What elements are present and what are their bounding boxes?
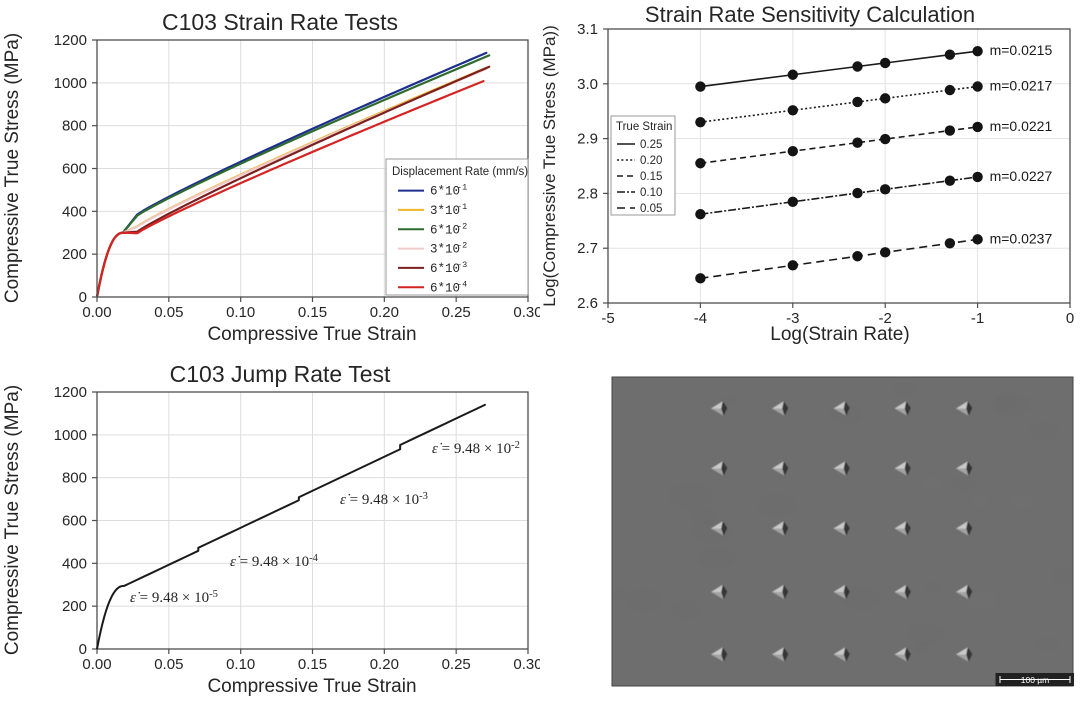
svg-text:0.20: 0.20 xyxy=(370,304,399,321)
svg-text:0: 0 xyxy=(1066,310,1074,327)
svg-text:-4: -4 xyxy=(457,279,467,289)
svg-text:ɛ̇ = 9.48 × 10-5: ɛ̇ = 9.48 × 10-5 xyxy=(130,589,218,606)
svg-text:0.15: 0.15 xyxy=(640,171,662,183)
svg-text:-1: -1 xyxy=(457,202,467,212)
svg-text:3.1: 3.1 xyxy=(577,21,598,38)
svg-text:0.30: 0.30 xyxy=(513,304,540,321)
svg-text:Compressive True Strain: Compressive True Strain xyxy=(207,324,416,345)
svg-text:6*10: 6*10 xyxy=(430,262,460,276)
svg-text:0.25: 0.25 xyxy=(442,656,471,673)
svg-text:0.05: 0.05 xyxy=(640,203,662,215)
svg-text:1200: 1200 xyxy=(54,32,87,49)
svg-text:Log(Strain Rate): Log(Strain Rate) xyxy=(770,324,909,345)
svg-text:Log(Compressive True Stress (M: Log(Compressive True Stress (MPa)) xyxy=(540,25,559,307)
svg-text:m=0.0215: m=0.0215 xyxy=(990,42,1053,58)
svg-text:C103 Jump Rate Test: C103 Jump Rate Test xyxy=(170,361,391,387)
svg-text:-2: -2 xyxy=(457,241,467,251)
svg-text:m=0.0217: m=0.0217 xyxy=(990,77,1053,93)
svg-text:400: 400 xyxy=(62,555,87,572)
svg-text:2.6: 2.6 xyxy=(577,295,598,312)
svg-text:0.15: 0.15 xyxy=(298,304,327,321)
svg-text:Compressive True Stress (MPa): Compressive True Stress (MPa) xyxy=(2,33,23,303)
svg-text:1000: 1000 xyxy=(54,427,87,444)
svg-text:-4: -4 xyxy=(694,310,707,327)
svg-text:m=0.0227: m=0.0227 xyxy=(990,168,1053,184)
svg-text:0.15: 0.15 xyxy=(298,656,327,673)
svg-text:2.7: 2.7 xyxy=(577,240,598,257)
svg-text:-5: -5 xyxy=(601,310,614,327)
svg-text:0.25: 0.25 xyxy=(442,304,471,321)
svg-text:6*10: 6*10 xyxy=(430,223,460,237)
svg-text:0.00: 0.00 xyxy=(82,304,111,321)
svg-text:0: 0 xyxy=(79,641,87,658)
svg-text:600: 600 xyxy=(62,513,87,530)
svg-text:0.20: 0.20 xyxy=(640,155,662,167)
svg-text:600: 600 xyxy=(62,161,87,178)
svg-text:0.10: 0.10 xyxy=(226,304,255,321)
svg-text:400: 400 xyxy=(62,203,87,220)
svg-text:ɛ̇ = 9.48 × 10-3: ɛ̇ = 9.48 × 10-3 xyxy=(340,491,428,508)
svg-text:Compressive True Stress (MPa): Compressive True Stress (MPa) xyxy=(2,385,23,655)
svg-text:0.30: 0.30 xyxy=(513,656,540,673)
svg-text:m=0.0237: m=0.0237 xyxy=(990,230,1053,246)
svg-text:6*10: 6*10 xyxy=(430,185,460,199)
svg-text:-2: -2 xyxy=(457,221,467,231)
svg-text:Displacement Rate (mm/s): Displacement Rate (mm/s) xyxy=(392,166,528,178)
svg-text:800: 800 xyxy=(62,118,87,135)
svg-text:Compressive True Strain: Compressive True Strain xyxy=(207,676,416,697)
svg-text:1000: 1000 xyxy=(54,75,87,92)
svg-text:3*10: 3*10 xyxy=(430,204,460,218)
svg-text:100 µm: 100 µm xyxy=(1021,675,1050,685)
svg-text:0.20: 0.20 xyxy=(370,656,399,673)
svg-text:Strain Rate Sensitivity Calcul: Strain Rate Sensitivity Calculation xyxy=(645,2,975,27)
svg-text:200: 200 xyxy=(62,246,87,263)
svg-text:200: 200 xyxy=(62,598,87,615)
svg-text:0.10: 0.10 xyxy=(226,656,255,673)
svg-text:C103 Strain Rate Tests: C103 Strain Rate Tests xyxy=(162,9,398,35)
svg-text:0.05: 0.05 xyxy=(154,304,183,321)
svg-text:800: 800 xyxy=(62,470,87,487)
svg-text:-1: -1 xyxy=(457,183,467,193)
svg-text:6*10: 6*10 xyxy=(430,281,460,295)
svg-text:m=0.0221: m=0.0221 xyxy=(990,118,1053,134)
svg-text:-1: -1 xyxy=(971,310,984,327)
svg-text:0: 0 xyxy=(79,289,87,306)
svg-text:0.00: 0.00 xyxy=(82,656,111,673)
svg-text:2.8: 2.8 xyxy=(577,185,598,202)
svg-text:-3: -3 xyxy=(457,260,467,270)
svg-text:True Strain: True Strain xyxy=(616,121,672,133)
svg-text:0.10: 0.10 xyxy=(640,187,662,199)
svg-text:ɛ̇ = 9.48 × 10-2: ɛ̇ = 9.48 × 10-2 xyxy=(432,440,520,457)
svg-text:0.05: 0.05 xyxy=(154,656,183,673)
svg-text:1200: 1200 xyxy=(54,384,87,401)
svg-text:3.0: 3.0 xyxy=(577,76,598,93)
svg-text:2.9: 2.9 xyxy=(577,131,598,148)
svg-text:0.25: 0.25 xyxy=(640,139,662,151)
svg-text:ɛ̇ = 9.48 × 10-4: ɛ̇ = 9.48 × 10-4 xyxy=(230,553,319,570)
svg-text:3*10: 3*10 xyxy=(430,243,460,257)
